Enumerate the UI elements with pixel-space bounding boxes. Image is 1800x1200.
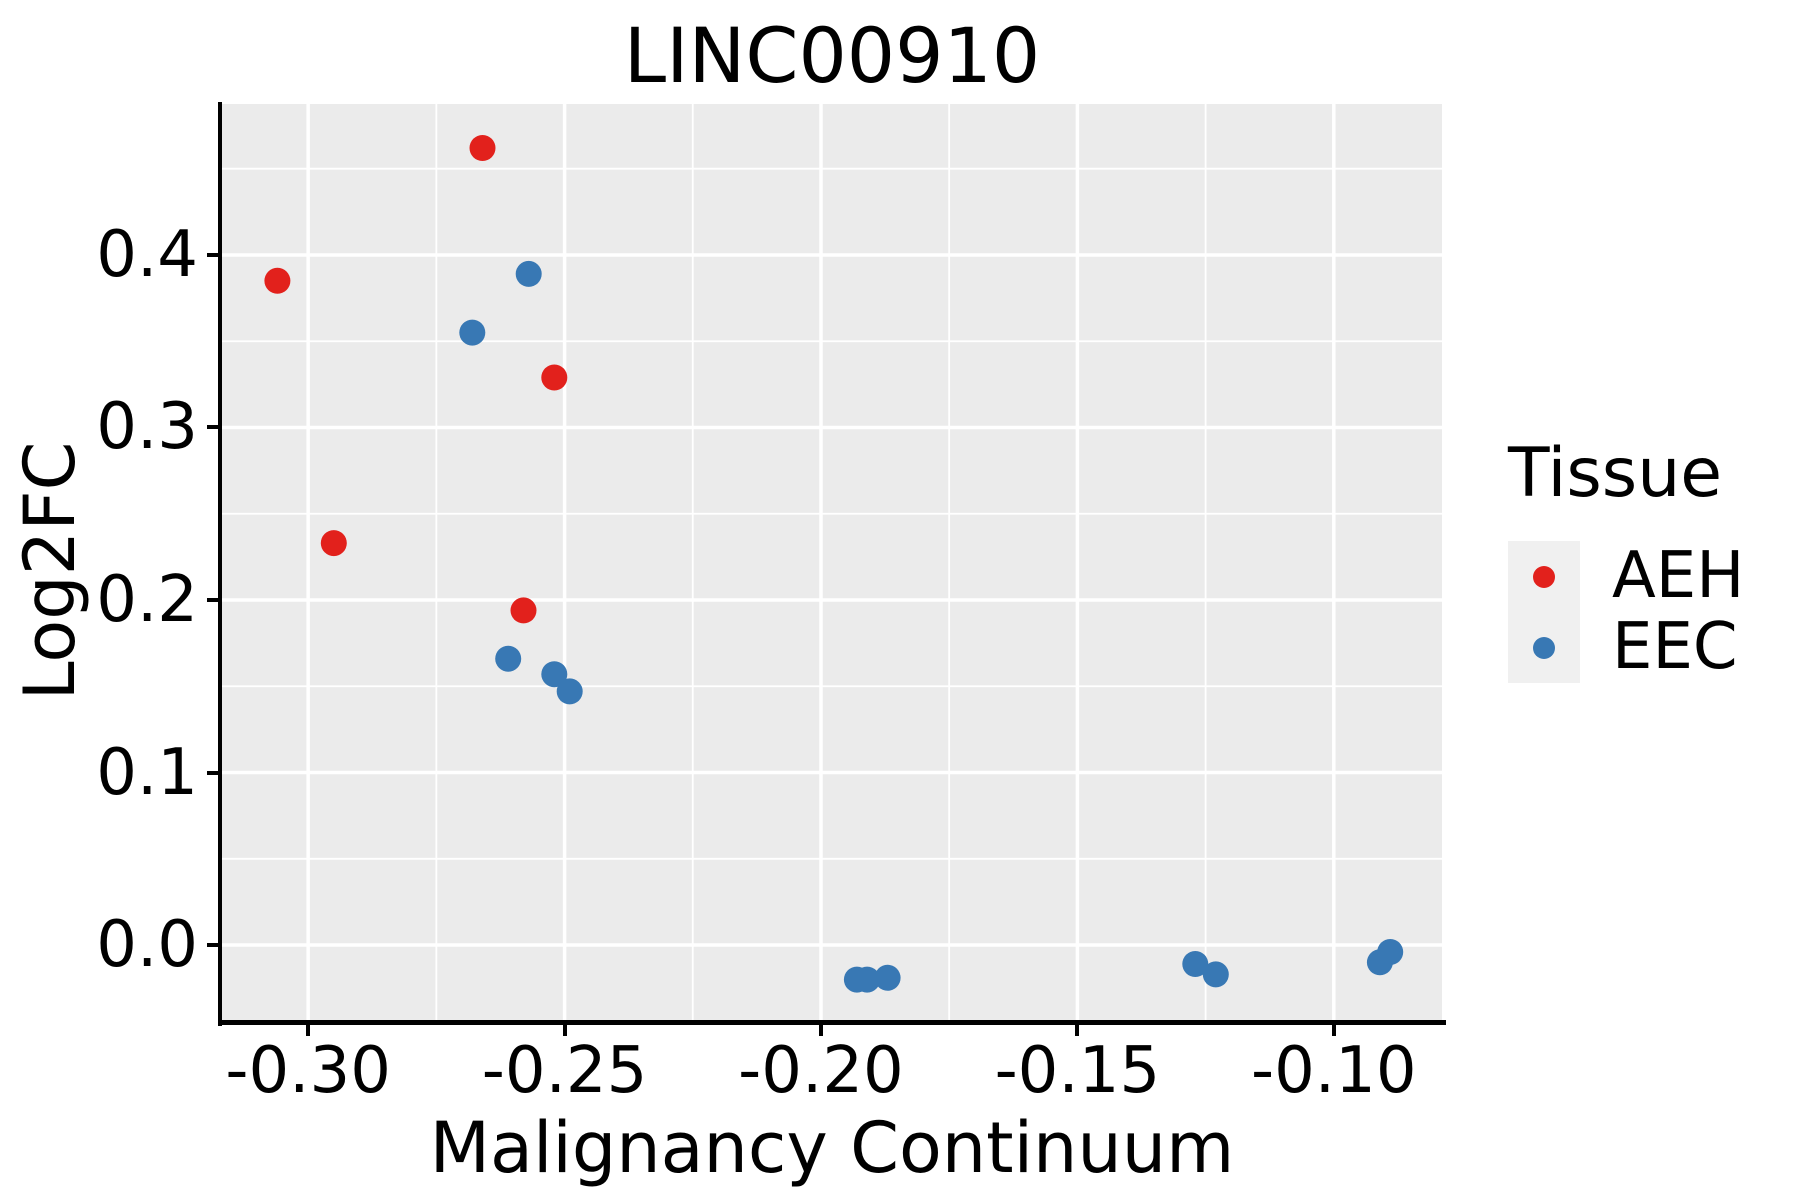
y-tick-mark [207,770,218,775]
x-axis-line [218,1020,1446,1025]
y-tick-mark [207,598,218,602]
data-point-eec [1202,961,1229,988]
data-point-aeh [264,267,291,294]
x-tick-mark [1331,1025,1336,1036]
x-axis-label: Malignancy Continuum [429,1107,1235,1189]
legend-item-aeh: AEH [1508,541,1744,612]
data-point-aeh [320,530,347,557]
y-tick-mark [207,943,218,948]
data-point-aeh [510,597,537,624]
data-point-aeh [541,364,568,391]
data-point-eec [1377,939,1404,965]
legend-label-aeh: AEH [1612,539,1745,613]
x-tick-label: -0.15 [994,1034,1161,1108]
scatter-plot [222,104,1442,1022]
y-tick-label: 0.4 [96,217,198,292]
data-point-eec [541,661,568,688]
data-point-eec [1182,951,1209,977]
data-point-eec [459,319,486,346]
x-tick-mark [562,1025,567,1036]
legend-key-aeh [1508,541,1580,612]
x-tick-label: -0.25 [481,1034,648,1108]
x-tick-label: -0.20 [738,1034,904,1108]
x-tick-label: -0.30 [225,1034,391,1108]
y-tick-label: 0.2 [96,563,198,637]
data-point-aeh [469,135,496,161]
legend-title: Tissue [1508,434,1723,513]
y-axis-line [218,102,222,1026]
x-tick-mark [306,1025,311,1036]
aeh-point-swatch-icon [1533,565,1555,588]
legend: Tissue AEH EEC [1508,435,1744,683]
chart-title: LINC00910 [623,11,1041,100]
y-tick-label: 0.0 [96,908,198,983]
y-axis-label: Log2FC [9,441,91,701]
legend-item-eec: EEC [1508,612,1744,683]
y-tick-mark [207,425,218,430]
y-tick-label: 0.3 [96,390,198,465]
plot-panel [222,104,1442,1022]
x-tick-mark [1075,1025,1080,1036]
y-tick-label: 0.1 [96,735,198,810]
data-point-eec [495,645,522,672]
x-tick-label: -0.10 [1250,1034,1417,1108]
data-point-eec [874,964,901,991]
data-point-eec [854,966,881,993]
data-point-eec [515,260,542,287]
legend-label-eec: EEC [1612,610,1738,684]
eec-point-swatch-icon [1533,636,1555,659]
y-tick-mark [207,252,218,257]
x-tick-mark [818,1025,823,1036]
data-point-eec [556,678,583,705]
legend-key-eec [1508,612,1580,683]
